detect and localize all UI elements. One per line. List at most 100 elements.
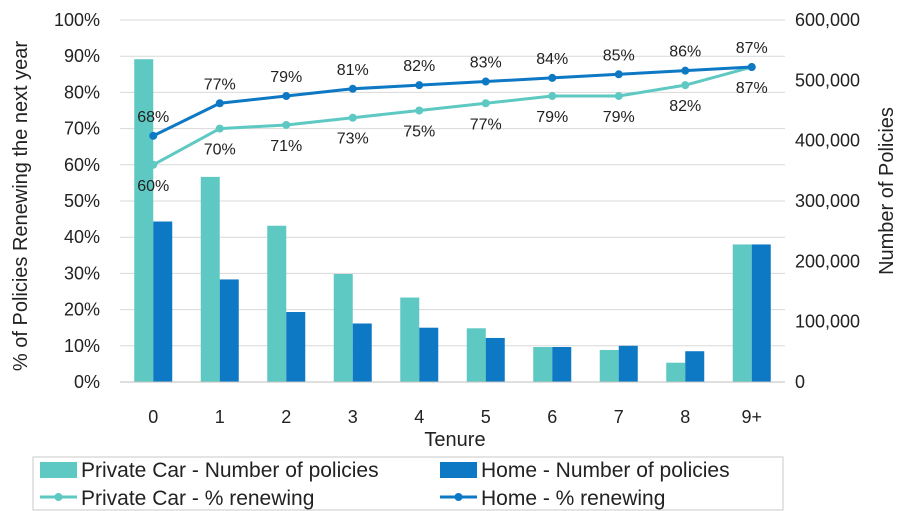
data-label: 82% bbox=[403, 58, 435, 75]
data-labels: 60% 70% 71% 73% 75% 77% 79% 79% 82% 87% 68% 77% 79% 8… bbox=[137, 40, 768, 195]
legend: Private Car - Number of policies Home - … bbox=[32, 456, 784, 511]
bar bbox=[352, 323, 372, 382]
data-label: 71% bbox=[270, 138, 302, 155]
bar bbox=[286, 312, 306, 382]
series-point bbox=[614, 70, 623, 79]
series-point bbox=[149, 160, 158, 169]
series-point bbox=[149, 131, 158, 140]
x-tick-label: 6 bbox=[547, 407, 557, 427]
tick-labels: 0% 10% 20% 30% 40% 50% 60% 70% 80% 90% 100% 0 100,00… bbox=[54, 10, 860, 427]
y-right-tick-label: 600,000 bbox=[795, 10, 860, 30]
legend-marker-private-car-renewing bbox=[54, 493, 63, 501]
legend-label-private-car-policies: Private Car - Number of policies bbox=[81, 459, 379, 482]
series-point bbox=[481, 99, 490, 108]
x-tick-label: 3 bbox=[348, 407, 358, 427]
series-point bbox=[215, 99, 224, 108]
x-axis-title: Tenure bbox=[424, 429, 485, 451]
series-line bbox=[152, 65, 752, 138]
series-point bbox=[215, 124, 224, 133]
legend-swatch-private-car-policies bbox=[40, 462, 77, 478]
legend-label-home-renewing: Home - % renewing bbox=[481, 487, 665, 510]
x-tick-label: 9+ bbox=[741, 407, 762, 427]
bar bbox=[618, 345, 638, 382]
series-point bbox=[481, 77, 490, 86]
data-label: 87% bbox=[736, 40, 768, 57]
x-tick-label: 1 bbox=[215, 407, 225, 427]
data-label: 86% bbox=[669, 44, 701, 61]
data-label: 79% bbox=[270, 69, 302, 86]
series-point bbox=[747, 63, 756, 72]
x-tick-label: 7 bbox=[614, 407, 624, 427]
bar bbox=[400, 297, 420, 382]
data-label: 81% bbox=[337, 62, 369, 79]
data-label: 77% bbox=[204, 76, 236, 93]
series-point bbox=[348, 113, 357, 122]
legend-marker-home-renewing bbox=[454, 493, 463, 501]
lines bbox=[149, 63, 756, 169]
series-point bbox=[415, 106, 424, 115]
bar bbox=[200, 176, 220, 382]
y-left-tick-label: 0% bbox=[74, 372, 100, 392]
data-label: 83% bbox=[470, 55, 502, 72]
data-label: 87% bbox=[736, 80, 768, 97]
data-label: 73% bbox=[337, 131, 369, 148]
legend-label-home-policies: Home - Number of policies bbox=[481, 459, 730, 482]
y-left-tick-label: 20% bbox=[64, 300, 100, 320]
series-point bbox=[282, 120, 291, 129]
bar bbox=[485, 337, 505, 382]
data-label: 82% bbox=[669, 98, 701, 115]
y-left-tick-label: 50% bbox=[64, 191, 100, 211]
series-point bbox=[548, 73, 557, 82]
y-right-tick-label: 300,000 bbox=[795, 191, 860, 211]
data-label: 79% bbox=[536, 109, 568, 126]
y-left-tick-label: 30% bbox=[64, 263, 100, 283]
data-label: 60% bbox=[137, 178, 169, 195]
data-label: 85% bbox=[603, 47, 635, 64]
y-right-tick-label: 200,000 bbox=[795, 251, 860, 271]
series-point bbox=[614, 92, 623, 101]
y-axis-left-title: % of Policies Renewing the next year bbox=[10, 41, 32, 372]
y-left-tick-label: 90% bbox=[64, 46, 100, 66]
legend-frame bbox=[32, 456, 784, 511]
series-point bbox=[348, 84, 357, 93]
y-right-tick-label: 100,000 bbox=[795, 312, 860, 332]
series-point bbox=[681, 81, 690, 90]
y-right-tick-label: 400,000 bbox=[795, 131, 860, 151]
y-right-tick-label: 0 bbox=[795, 372, 805, 392]
y-left-tick-label: 40% bbox=[64, 227, 100, 247]
bar bbox=[599, 350, 619, 382]
bar bbox=[267, 225, 287, 382]
x-tick-label: 8 bbox=[680, 407, 690, 427]
x-tick-label: 0 bbox=[148, 407, 158, 427]
bar bbox=[552, 347, 572, 382]
data-label: 70% bbox=[204, 142, 236, 159]
bar bbox=[732, 244, 752, 382]
data-label: 77% bbox=[470, 116, 502, 133]
series-line bbox=[152, 65, 753, 167]
data-label: 79% bbox=[603, 109, 635, 126]
bar bbox=[533, 347, 553, 382]
y-axis-right-title: Number of Policies bbox=[876, 107, 898, 275]
bar bbox=[666, 362, 686, 382]
series-point bbox=[282, 92, 291, 101]
series-point bbox=[415, 81, 424, 90]
legend-swatch-home-policies bbox=[440, 462, 477, 478]
x-tick-label: 4 bbox=[414, 407, 424, 427]
bar bbox=[153, 221, 173, 382]
data-label: 68% bbox=[137, 109, 169, 126]
x-tick-label: 5 bbox=[481, 407, 491, 427]
series-point bbox=[681, 66, 690, 75]
y-left-tick-label: 80% bbox=[64, 82, 100, 102]
data-label: 75% bbox=[403, 124, 435, 141]
bars bbox=[134, 59, 771, 382]
bar bbox=[419, 327, 439, 382]
bar bbox=[134, 59, 154, 382]
y-left-tick-label: 100% bbox=[54, 10, 100, 30]
bar bbox=[219, 279, 239, 382]
y-right-tick-label: 500,000 bbox=[795, 70, 860, 90]
bar bbox=[466, 328, 486, 382]
y-left-tick-label: 70% bbox=[64, 119, 100, 139]
data-label: 84% bbox=[536, 51, 568, 68]
bar bbox=[333, 274, 353, 382]
